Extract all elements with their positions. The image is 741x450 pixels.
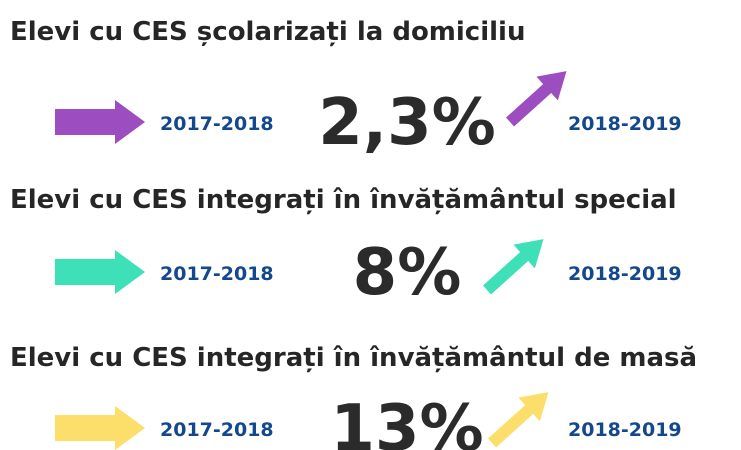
year-to: 2018-2019 xyxy=(568,419,682,441)
up-arrow xyxy=(482,239,544,295)
right-arrow xyxy=(55,250,145,294)
section-title: Elevi cu CES integrați în învățământul d… xyxy=(10,343,697,373)
value: 2,3% xyxy=(318,86,496,160)
section-title: Elevi cu CES integrați în învățământul s… xyxy=(10,185,677,215)
right-arrow xyxy=(55,100,145,144)
section-title: Elevi cu CES școlarizați la domiciliu xyxy=(10,17,525,47)
up-arrow-shape xyxy=(482,239,544,295)
year-from: 2017-2018 xyxy=(160,263,274,285)
up-arrow xyxy=(505,71,567,127)
right-arrow xyxy=(55,406,145,450)
year-from: 2017-2018 xyxy=(160,113,274,135)
year-to: 2018-2019 xyxy=(568,113,682,135)
value: 8% xyxy=(353,236,462,310)
year-from: 2017-2018 xyxy=(160,419,274,441)
up-arrow-shape xyxy=(505,71,567,127)
up-arrow-shape xyxy=(487,392,549,448)
value: 13% xyxy=(330,392,483,450)
up-arrow xyxy=(487,392,549,448)
year-to: 2018-2019 xyxy=(568,263,682,285)
